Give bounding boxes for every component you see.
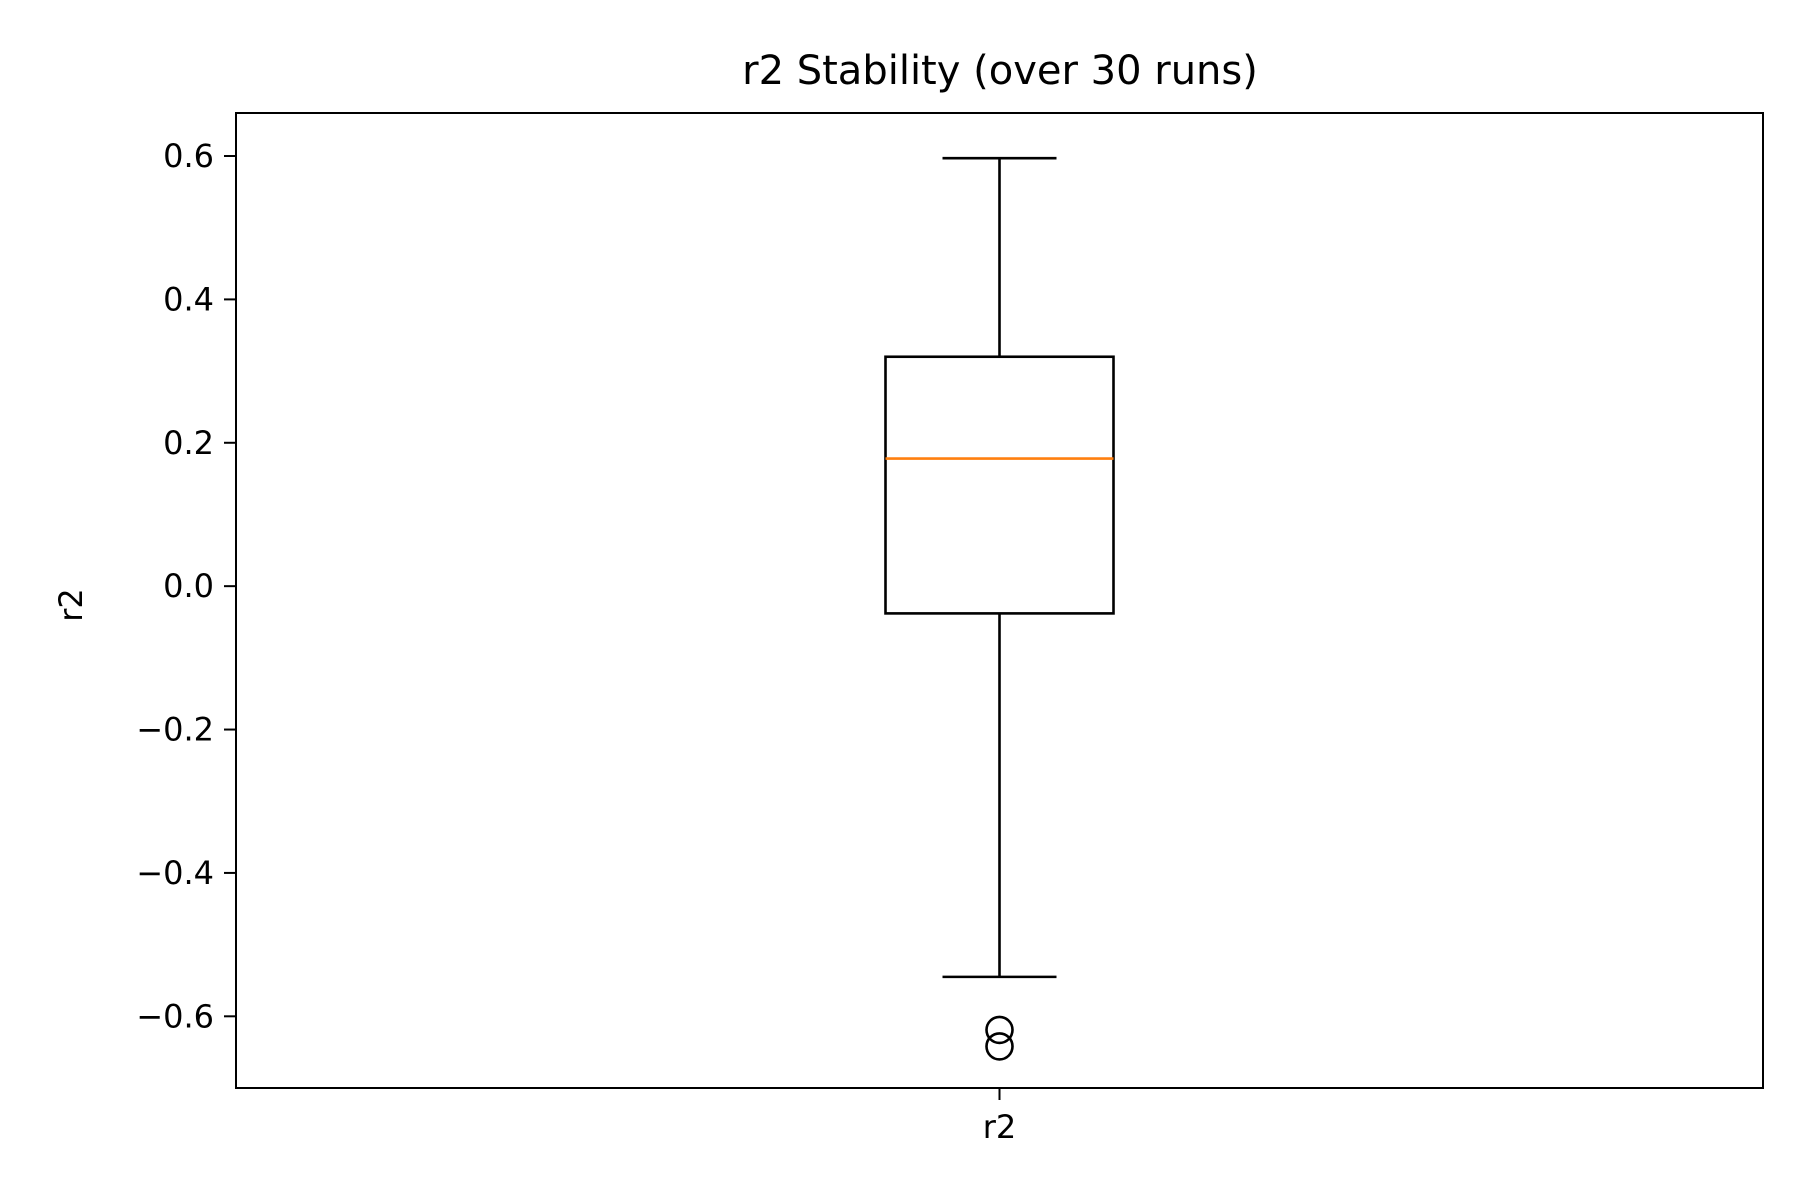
y-tick-label: 0.2 — [163, 424, 214, 462]
y-tick-label: −0.6 — [136, 997, 214, 1035]
y-tick-label: 0.4 — [163, 280, 214, 318]
plot-area: 0.6 0.4 0.2 0.0 −0.2 −0.4 −0.6 r2 — [136, 112, 1764, 1146]
y-axis-label: r2 — [52, 588, 90, 622]
y-tick-label: 0.0 — [163, 567, 214, 605]
x-tick-label: r2 — [983, 1108, 1017, 1146]
y-tick-label: −0.4 — [136, 854, 214, 892]
plot-frame — [235, 112, 1764, 1089]
y-tick-label: 0.6 — [163, 137, 214, 175]
outlier-point — [985, 1032, 1014, 1061]
iqr-box — [884, 355, 1115, 615]
chart-title: r2 Stability (over 30 runs) — [742, 48, 1258, 94]
outlier-point — [985, 1015, 1014, 1045]
y-tick-label: −0.2 — [136, 711, 214, 749]
